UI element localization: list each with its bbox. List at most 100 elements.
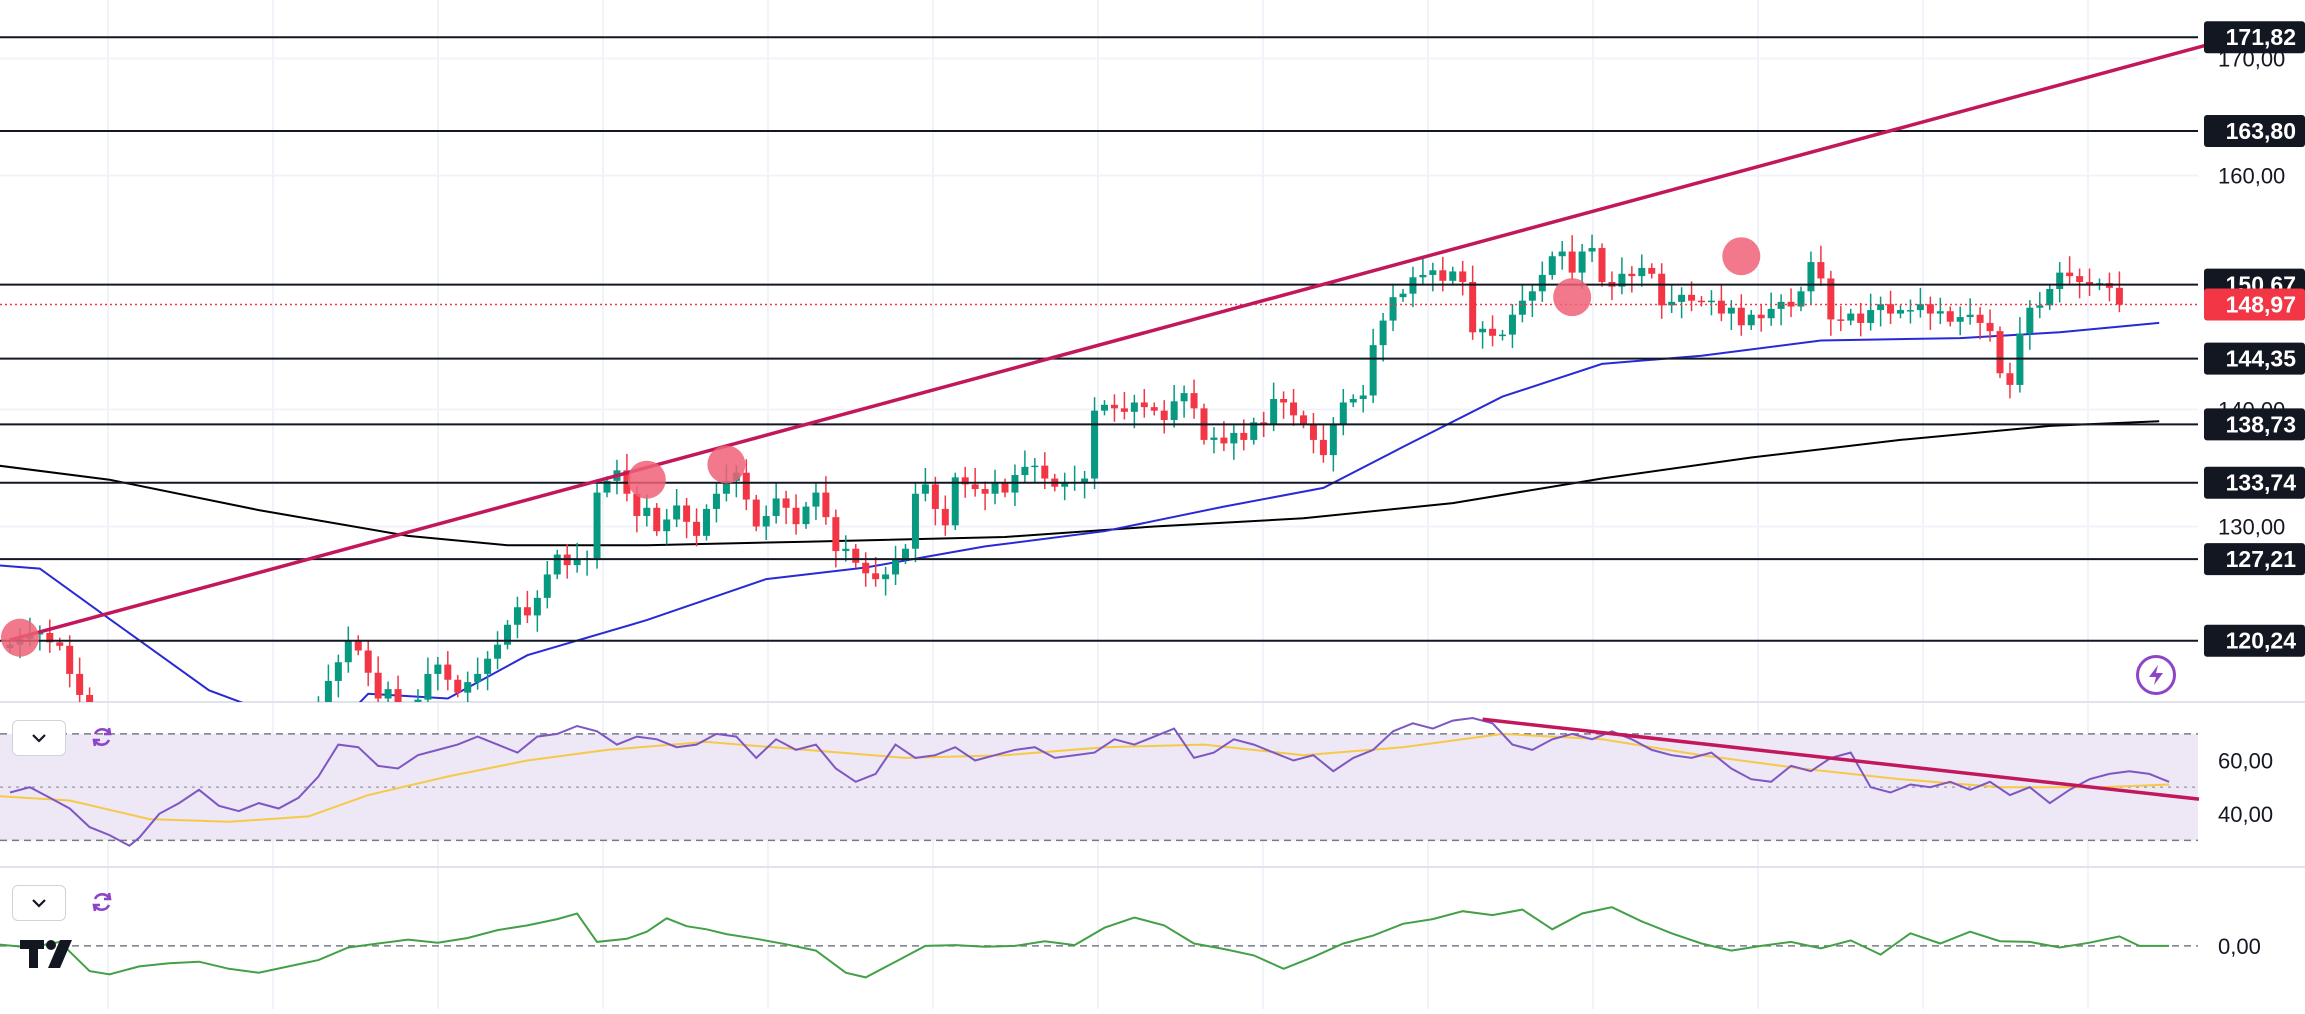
level-label-bg-1 [2204,115,2305,148]
candle-body [324,680,332,702]
candle [1598,243,1606,287]
candle [1906,299,1914,324]
candle [2076,268,2084,299]
candle-body [1837,319,1845,321]
candle-body [673,505,681,520]
candle [1081,470,1089,499]
candle-body [703,508,710,536]
candle [593,479,601,569]
candle [1528,283,1536,318]
candle [892,545,900,585]
candle [862,552,870,587]
candle-body [852,548,860,563]
candle [1469,265,1477,340]
candle-body [1668,301,1676,306]
candle [523,590,531,624]
candle [464,671,472,702]
candle [1160,400,1168,434]
candle [842,535,850,562]
alert-button[interactable] [2136,655,2176,695]
candle-body [56,642,64,646]
candle-body [1747,314,1755,326]
candle-body [2006,373,2014,385]
candle-body [1160,410,1168,421]
candle-body [1827,278,1835,320]
candle [1508,304,1516,349]
candle [1280,391,1288,419]
candle-body [1190,393,1198,409]
candle-body [752,499,760,527]
candle [673,489,681,528]
level-label-3: 144,35 [2226,346,2297,372]
candle [1210,427,1218,454]
candle [454,675,462,698]
candle [2105,272,2113,302]
candle [1996,326,2004,378]
candle-body [911,493,919,549]
candle [1707,290,1715,316]
momentum-pane [0,906,2198,979]
candle-body [414,699,422,702]
candle-body [1897,310,1904,314]
touch-marker-2 [707,445,746,484]
candle [1558,241,1566,270]
rsi-collapse-button[interactable] [12,720,66,756]
candle [1797,286,1805,312]
candle-body [344,639,352,663]
candle-body [1220,437,1228,444]
candle [1648,263,1656,279]
candle-body [1499,334,1506,337]
candle [66,635,74,688]
candle-body [1290,402,1298,416]
rsi-refresh-button[interactable] [85,720,119,754]
candle [56,637,64,651]
candle [2056,262,2064,303]
candle [394,675,402,702]
current-price-label: 148,97 [2226,292,2296,318]
candle [1608,271,1616,301]
candle [2115,271,2123,313]
candle-body [1996,331,2004,374]
candle-body [1011,475,1019,493]
candle [1787,288,1795,318]
candle [911,483,919,563]
candle [1300,410,1307,429]
candle [2006,362,2014,399]
candle [951,472,959,531]
candle-body [1469,281,1477,333]
touch-marker-1 [627,460,666,499]
candle [573,542,581,573]
candle [712,483,720,523]
candle [1309,413,1317,454]
candle [1061,472,1069,501]
candle [1439,256,1447,292]
momentum-collapse-button[interactable] [12,885,66,921]
candle-body [1250,422,1258,440]
candle-body [454,679,462,693]
candle [1130,394,1138,429]
candle-body [712,493,720,509]
candle-body [1588,248,1596,252]
candle [1120,391,1128,420]
level-label-bg-5 [2204,466,2305,499]
candle-body [961,477,969,485]
candle-body [2046,288,2054,306]
candle-body [1648,267,1656,274]
candle [1588,234,1596,263]
candle-body [1439,270,1447,281]
candle-body [1130,402,1138,412]
candle [1568,235,1576,281]
candle [1548,251,1556,280]
candle-body [523,607,531,616]
candle [533,590,541,632]
candle-body [1966,314,1974,318]
rsi-pane [0,716,2198,847]
candle [752,494,760,532]
candle-body [1698,300,1705,303]
level-label-0: 171,82 [2226,24,2296,50]
candle-body [434,664,442,674]
momentum-refresh-button[interactable] [85,885,119,919]
candle [583,550,591,576]
refresh-icon [92,727,112,747]
